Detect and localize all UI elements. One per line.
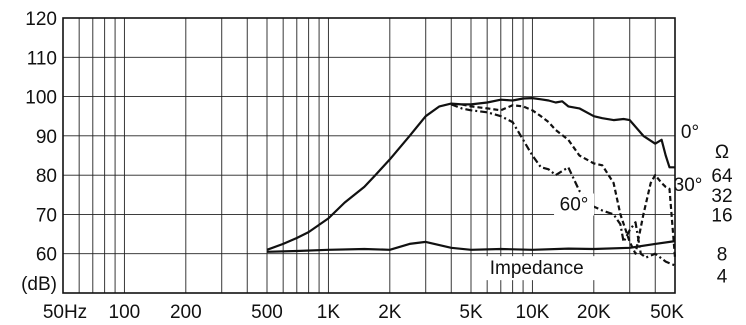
x-tick-label: 1K [317, 302, 341, 323]
series-line-30 [461, 103, 677, 258]
impedance-label-bg [474, 256, 599, 281]
angle-label-bg [554, 193, 595, 216]
series-line-0 [266, 96, 675, 251]
series-line-60 [450, 103, 676, 267]
x-axis-labels: 50Hz 100 200 500 1K 2K 5K 10K 20K 50K [43, 302, 684, 323]
impedance-tick-label: 64 [711, 166, 733, 187]
impedance-tick-label: 8 [717, 245, 728, 266]
angle-curve-label: 30° [674, 175, 703, 196]
y-unit-label: (dB) [21, 274, 57, 295]
x-tick-label: 500 [251, 302, 283, 323]
y-tick-label: 100 [25, 88, 57, 109]
impedance-tick-label: 16 [711, 205, 732, 226]
y-tick-label: 120 [25, 9, 57, 30]
y-axis-labels: 120 110 100 90 80 70 60 (dB) [21, 9, 57, 295]
x-tick-label: 50Hz [43, 302, 87, 323]
x-tick-label: 2K [378, 302, 402, 323]
y-tick-label: 70 [36, 205, 57, 226]
x-tick-label: 50K [650, 302, 684, 323]
impedance-unit-label: Ω [715, 142, 729, 163]
curves [266, 96, 677, 267]
y-tick-label: 80 [36, 166, 57, 187]
series-line-impedance [266, 240, 676, 253]
plot-frame [62, 17, 676, 294]
x-tick-label: 10K [516, 302, 550, 323]
angle-curve-label: 60° [560, 195, 589, 216]
x-tick-label: 20K [577, 302, 611, 323]
impedance-curve-label: Impedance [490, 258, 584, 279]
annotations: 0° 30° 60° Impedance [474, 122, 703, 281]
angle-curve-label: 0° [681, 122, 699, 143]
x-tick-label: 100 [109, 302, 141, 323]
grid-lines [63, 18, 675, 293]
y-tick-label: 90 [36, 127, 57, 148]
x-tick-label: 5K [459, 302, 483, 323]
x-tick-label: 200 [170, 302, 202, 323]
impedance-tick-label: 4 [717, 266, 728, 287]
impedance-tick-label: 32 [711, 186, 732, 207]
y-tick-label: 110 [27, 48, 57, 69]
y-tick-label: 60 [36, 245, 57, 266]
